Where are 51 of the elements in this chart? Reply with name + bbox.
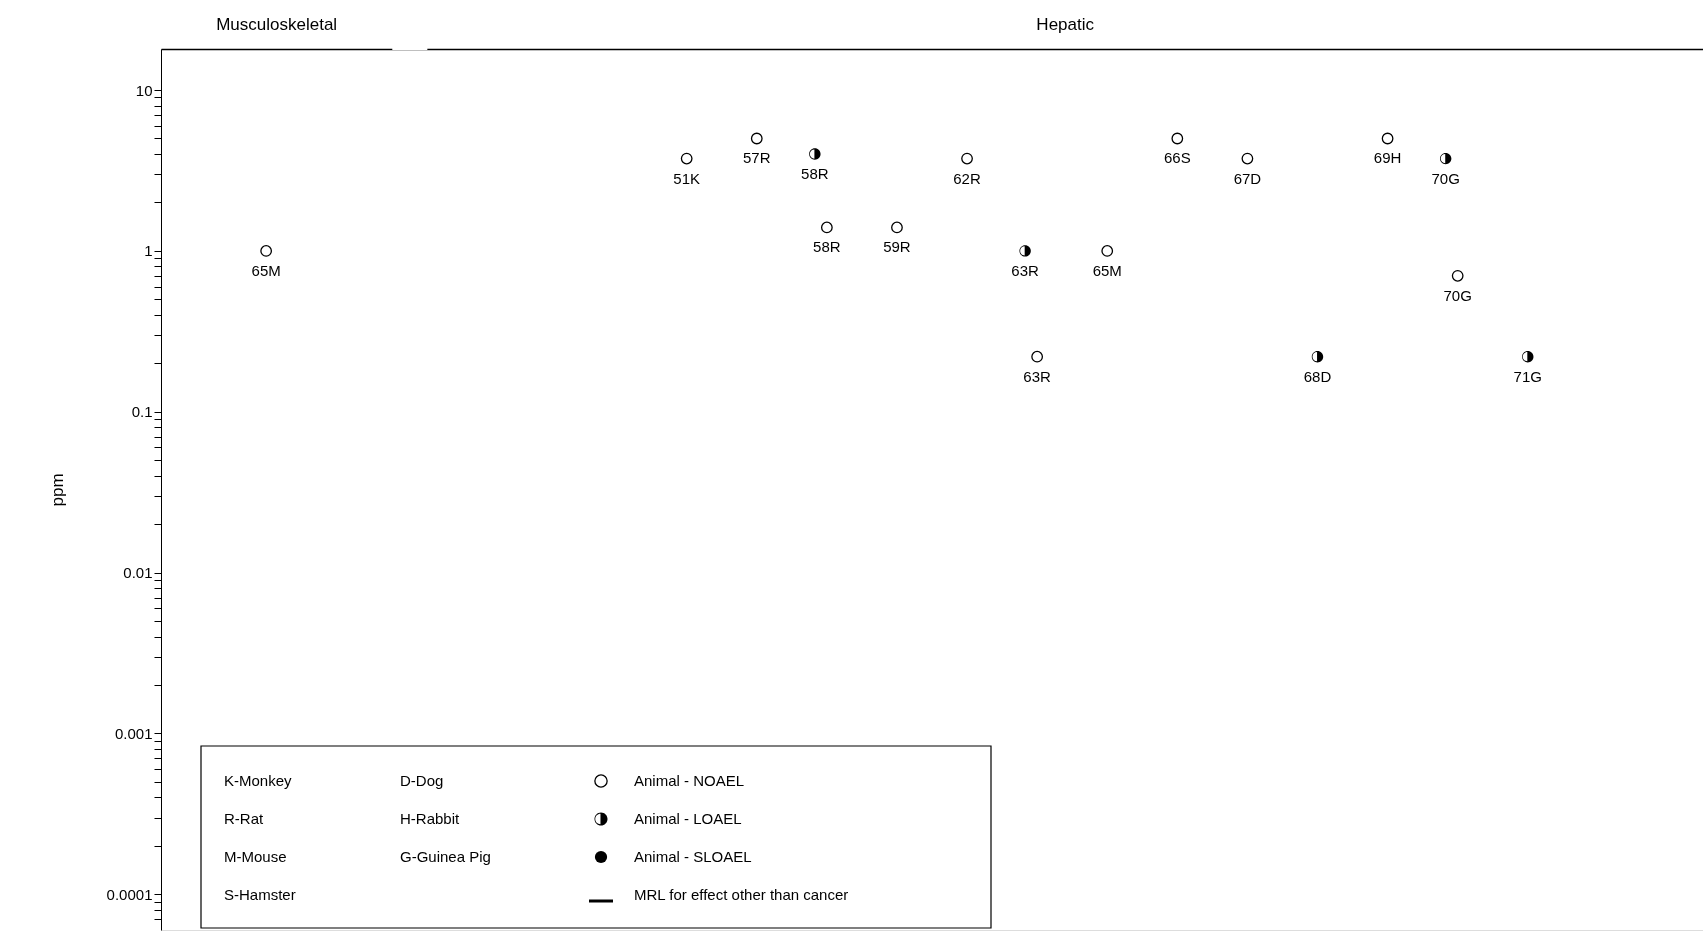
annotation: 66S (1163, 149, 1191, 167)
point (1241, 152, 1254, 165)
annotation: 68D (1303, 367, 1332, 385)
point (1522, 350, 1534, 363)
annotation: 65M (1092, 261, 1122, 279)
annotation: R-Rat (224, 810, 264, 827)
annotation: D-Dog (400, 772, 444, 789)
point (260, 245, 273, 257)
point (891, 221, 903, 234)
y-tick-label: 0.001 (114, 724, 153, 742)
annotation: 67D (1233, 169, 1262, 187)
annotation: 62R (953, 169, 981, 187)
annotation: 63R (1023, 367, 1052, 385)
y-tick-label: 0.01 (123, 564, 153, 582)
legend-label: Animal - SLOAEL (634, 848, 752, 865)
annotation: 51K (673, 169, 701, 187)
point (1171, 132, 1184, 145)
y-tick-label: 0.0001 (106, 885, 153, 903)
point (1031, 350, 1044, 363)
annotation: G-Guinea Pig (400, 848, 491, 865)
annotation: K-Monkey (224, 772, 293, 789)
text: Hepatic (1036, 15, 1095, 34)
point (750, 132, 763, 145)
point (961, 152, 973, 165)
point (1381, 132, 1394, 145)
annotation: 63R (1011, 261, 1040, 279)
legend-label: Animal - NOAEL (634, 772, 745, 789)
point (1101, 245, 1114, 257)
annotation: 59R (883, 238, 911, 256)
y-tick-label: 0.1 (131, 403, 153, 421)
annotation: H-Rabbit (400, 810, 461, 827)
annotation: M-Mouse (224, 848, 287, 865)
annotation: 58R (813, 238, 841, 256)
annotation: 70G (1431, 169, 1460, 187)
point (820, 221, 833, 234)
annotation: 69H (1373, 149, 1402, 167)
annotation: 57R (743, 149, 771, 167)
legend-label: MRL for effect other than cancer (634, 886, 849, 903)
point (680, 152, 693, 165)
annotation: 70G (1443, 286, 1472, 304)
annotation: 65M (251, 261, 281, 279)
y-tick-label: 1 (144, 242, 153, 260)
y-axis-title: ppm (47, 473, 67, 507)
annotation: S-Hamster (224, 886, 296, 903)
legend-label: Animal - LOAEL (634, 810, 742, 827)
point (1311, 350, 1324, 363)
y-tick-label: 10 (135, 81, 153, 99)
annotation: 58R (801, 165, 829, 183)
annotation: 71G (1513, 367, 1542, 385)
point (1451, 269, 1464, 282)
text: Musculoskeletal (216, 15, 338, 34)
